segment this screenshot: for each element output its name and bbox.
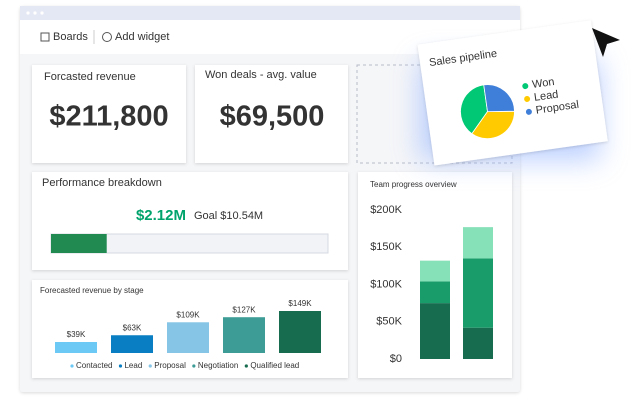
bar-segment — [463, 327, 493, 359]
performance-goal: Goal $10.54M — [194, 210, 263, 222]
legend-label: Lead — [533, 89, 559, 104]
card-title: Forcasted revenue — [44, 71, 136, 83]
legend-dot — [525, 108, 532, 115]
y-tick-label: $200K — [370, 204, 402, 216]
y-tick-label: $50K — [376, 316, 402, 328]
cursor — [592, 28, 620, 57]
card — [32, 172, 348, 270]
bar-segment — [420, 281, 450, 304]
y-tick-label: $150K — [370, 241, 402, 253]
legend-label: Won — [531, 76, 555, 91]
bar — [223, 317, 265, 353]
pie-slice — [471, 110, 515, 139]
card-title: Performance breakdown — [42, 177, 162, 189]
add-icon — [102, 32, 112, 42]
card — [417, 20, 608, 166]
data-label: $63K — [123, 323, 142, 332]
legend-label: Lead — [124, 361, 142, 370]
legend-dot — [244, 364, 248, 368]
pie-slice — [483, 84, 515, 113]
bar-segment — [463, 258, 493, 328]
dot — [40, 11, 44, 15]
bar — [279, 311, 321, 353]
pie-slice — [460, 84, 488, 135]
card-value: $69,500 — [220, 101, 325, 133]
add-widget-button[interactable]: Add widget — [115, 31, 169, 43]
card-title: Won deals - avg. value — [205, 69, 317, 81]
bar-segment — [420, 303, 450, 359]
legend-dot — [148, 364, 152, 368]
chart-title: Team progress overview — [370, 180, 457, 189]
bar-segment — [463, 227, 493, 259]
legend-dot — [522, 83, 529, 90]
dot — [33, 11, 37, 15]
card — [195, 65, 348, 163]
y-tick-label: $0 — [390, 353, 402, 365]
bar — [167, 322, 209, 353]
legend-label: Proposal — [154, 361, 186, 370]
legend-dot — [70, 364, 74, 368]
card-value: $211,800 — [49, 101, 168, 133]
boards-icon — [40, 32, 50, 42]
bar — [55, 342, 97, 353]
legend-label: Proposal — [535, 99, 580, 117]
data-label: $109K — [176, 310, 200, 319]
progress-fill — [51, 234, 107, 253]
card — [32, 65, 186, 163]
legend-label: Qualified lead — [250, 361, 299, 370]
boards-button[interactable]: Boards — [53, 31, 88, 43]
title-bar — [20, 6, 520, 20]
bar — [111, 335, 153, 353]
data-label: $149K — [288, 299, 312, 308]
legend-dot — [524, 95, 531, 102]
legend-label: Contacted — [76, 361, 112, 370]
dot — [26, 11, 30, 15]
chart-title: Forecasted revenue by stage — [40, 286, 144, 295]
y-tick-label: $100K — [370, 278, 402, 290]
legend-dot — [118, 364, 123, 368]
bar-segment — [420, 260, 450, 282]
legend-dot — [192, 364, 196, 368]
data-label: $127K — [232, 305, 256, 314]
legend-label: Negotiation — [198, 361, 238, 370]
data-label: $39K — [67, 330, 86, 339]
performance-value: $2.12M — [136, 207, 186, 224]
